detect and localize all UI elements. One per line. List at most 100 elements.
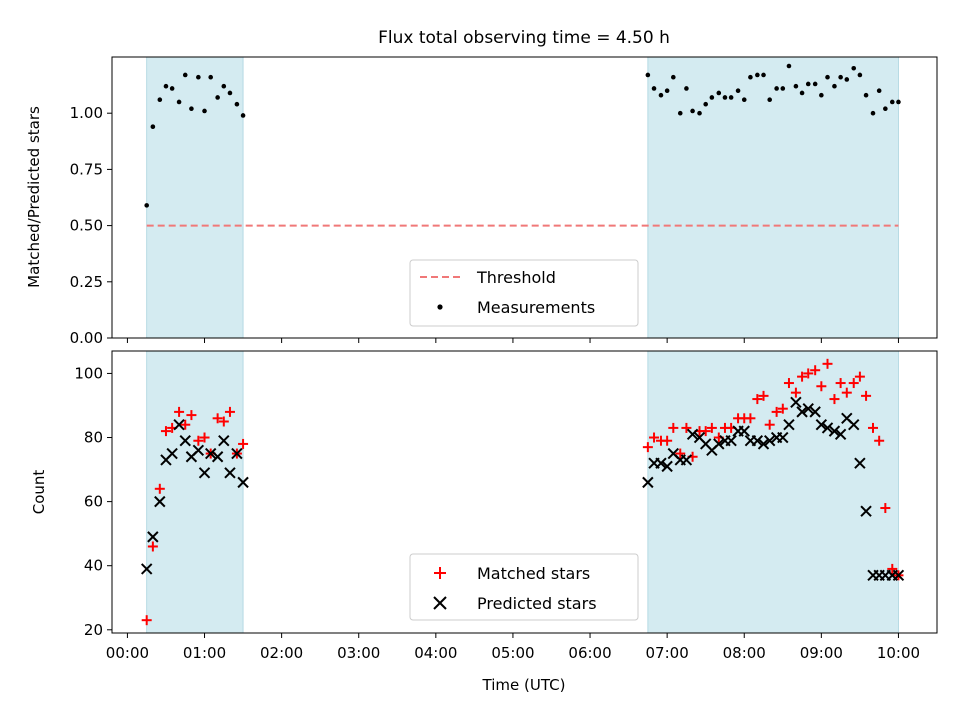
matched-star-point	[841, 387, 852, 398]
matched-star-point	[180, 419, 191, 430]
top-legend-box	[409, 259, 639, 327]
measurement-point	[671, 74, 676, 80]
predicted-star-point	[166, 447, 178, 460]
measurement-point	[240, 113, 246, 118]
measurement-point	[883, 106, 888, 112]
measurement-point	[780, 86, 786, 91]
measurement-point	[870, 110, 876, 116]
measurement-point	[844, 77, 850, 82]
x-b	[834, 428, 847, 441]
measurement-point	[767, 97, 772, 103]
matched-star-point	[706, 422, 717, 433]
bottom-panel: 20 40 60 80 100 00:00 01:00 02:00 03:00 04:00 05:…	[30, 350, 938, 694]
bottom-spans	[146, 350, 899, 634]
matched-star-point	[745, 413, 756, 424]
predicted-star-point	[751, 435, 764, 447]
measurement-point	[857, 72, 863, 78]
matched-star-point	[668, 422, 679, 433]
observing-span-0	[146, 350, 244, 634]
matched-star-point	[681, 422, 692, 433]
measurement-point	[851, 65, 857, 71]
matched-star-point	[790, 387, 801, 398]
measurement-point	[690, 108, 695, 114]
x-b	[699, 438, 712, 450]
predicted-star-point	[179, 435, 191, 447]
x-b	[154, 495, 166, 508]
measurement-point	[658, 92, 664, 98]
bottom-legend: Matched stars Predicted stars	[409, 553, 639, 621]
x-b	[854, 457, 866, 469]
predicted-star-point	[828, 425, 841, 437]
matched-star-point	[822, 358, 833, 369]
x-b	[815, 418, 828, 431]
measurement-point	[863, 92, 869, 98]
x-b	[192, 444, 205, 457]
measurement-point	[793, 83, 799, 89]
matched-star-point	[224, 406, 235, 417]
matched-star-point	[887, 563, 898, 574]
predicted-star-point	[763, 435, 776, 447]
measurement-point	[208, 74, 213, 80]
bottom-x-ticks: 00:00 01:00 02:00 03:00 04:00 05:00 06:00 07:00…	[106, 633, 920, 662]
matched-star-point	[642, 442, 653, 453]
x-b	[777, 431, 789, 444]
measurement-point	[755, 72, 760, 78]
predicted-star-point	[218, 435, 230, 447]
predicted-star-point	[713, 438, 725, 450]
matched-star-point	[777, 403, 788, 414]
legend-predicted-swatch	[433, 596, 447, 610]
measurement-point	[786, 63, 792, 69]
matched-star-point	[154, 483, 165, 494]
measurement-point	[805, 81, 811, 87]
top-x-ticks	[126, 338, 899, 343]
x-b	[783, 418, 795, 431]
measurement-point	[150, 124, 156, 129]
predicted-star-point	[796, 406, 808, 418]
predicted-star-point	[224, 467, 236, 479]
predicted-star-point	[204, 447, 217, 460]
x-b	[841, 412, 853, 425]
matched-star-point	[874, 435, 885, 446]
bottom-marks	[140, 358, 905, 626]
x-b	[198, 467, 211, 479]
x-tick-label: 06:00	[568, 644, 611, 662]
matched-star-point	[212, 413, 223, 424]
x-b	[179, 435, 191, 447]
top-marks	[144, 63, 901, 227]
x-b	[725, 435, 737, 447]
top-y-ticks: 0.00 0.25 0.50 0.75 1.00	[70, 104, 112, 347]
top-panel: 0.00 0.25 0.50 0.75 1.00 Matched/Predicted s…	[25, 56, 938, 347]
top-axes-frame	[111, 56, 938, 339]
measurement-point	[741, 97, 747, 103]
predicted-star-point	[892, 569, 905, 582]
x-b	[751, 435, 764, 447]
x-b	[231, 447, 243, 460]
matched-star-point	[238, 438, 249, 449]
x-tick-label: 04:00	[414, 644, 457, 662]
y-tick-label: 0.00	[70, 329, 103, 347]
measurement-point	[799, 90, 805, 96]
bottom-legend-box	[409, 553, 639, 621]
matched-star-point	[764, 419, 775, 430]
y-tick-label: 0.50	[70, 217, 103, 235]
predicted-star-point	[231, 447, 243, 460]
measurement-point	[202, 108, 207, 114]
bottom-y-ticks: 20 40 60 80 100	[74, 364, 112, 639]
x-axis-label: Time (UTC)	[482, 676, 566, 694]
chart-title: Flux total observing time = 4.50 h	[378, 28, 670, 48]
measurement-point	[196, 74, 201, 80]
bottom-axes-frame	[111, 350, 938, 634]
measurement-point	[825, 74, 830, 80]
x-b	[237, 476, 249, 489]
matched-star-point	[649, 432, 660, 443]
x-b	[763, 435, 776, 447]
x-b	[809, 406, 821, 418]
measurement-point	[215, 95, 220, 100]
measurement-point	[838, 74, 843, 80]
measurement-point	[234, 101, 240, 107]
predicted-star-point	[802, 402, 814, 415]
predicted-star-point	[854, 457, 866, 469]
legend-measurements-label: Measurements	[477, 298, 595, 317]
matched-star-point	[816, 381, 827, 392]
matched-star-point	[868, 422, 879, 433]
